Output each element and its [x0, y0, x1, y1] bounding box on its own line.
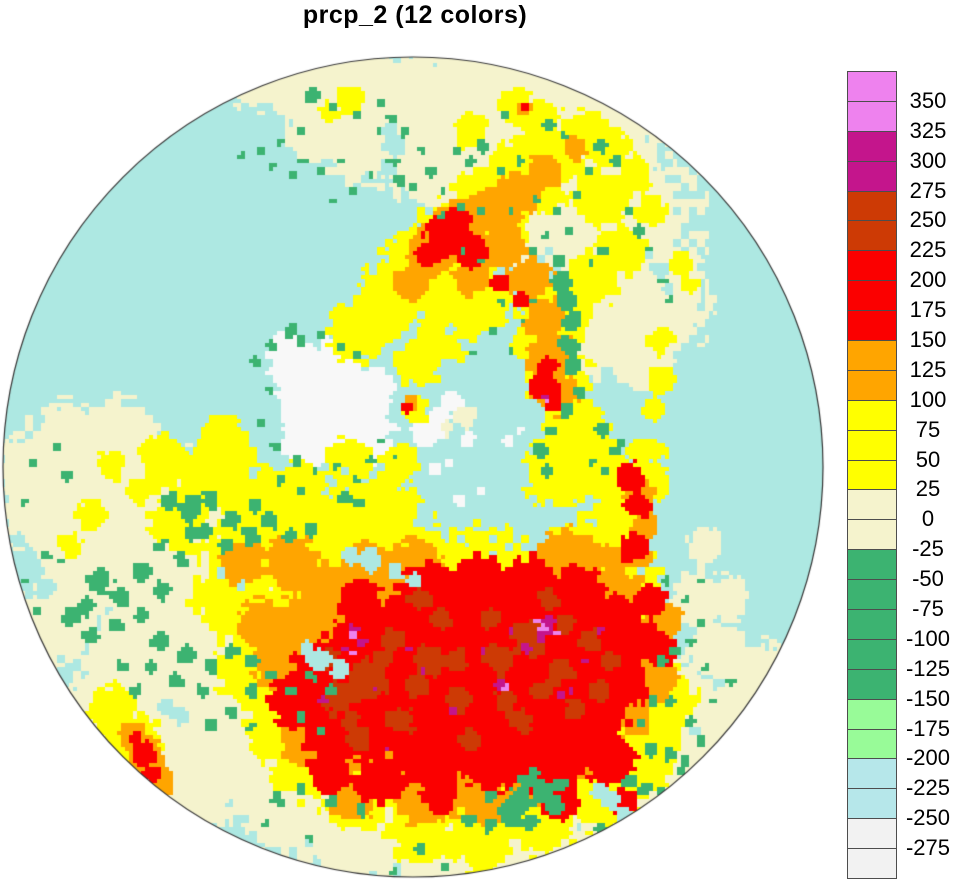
colorbar-tick-label: 200: [909, 267, 947, 293]
polar-map-canvas: [1, 55, 825, 879]
colorbar-tick-label: -125: [905, 655, 951, 681]
colorbar-tick-label: 225: [909, 237, 947, 263]
colorbar-tick-label: -100: [905, 625, 951, 651]
colorbar-tick-label: -50: [912, 566, 944, 592]
colorbar-tick-label: -25: [912, 536, 944, 562]
colorbar-tick-label: 325: [909, 117, 947, 143]
colorbar-box: [847, 579, 897, 610]
colorbar-box: [847, 220, 897, 252]
colorbar-box: [847, 190, 897, 222]
colorbar-tick-label: -250: [905, 805, 951, 831]
colorbar-box: [847, 429, 897, 461]
colorbar-tick-label: -150: [905, 685, 951, 711]
colorbar-box: [847, 340, 897, 371]
colorbar-tick-label: 350: [909, 87, 947, 113]
colorbar-tick-label: -75: [912, 596, 944, 621]
colorbar-tick-label: 125: [909, 356, 947, 382]
colorbar-box: [847, 280, 897, 312]
colorbar-tick-label: 175: [909, 297, 947, 323]
colorbar-tick-label: 150: [909, 327, 947, 352]
colorbar-box: [847, 848, 897, 879]
colorbar-tick-label: -225: [905, 775, 951, 801]
colorbar-box: [847, 638, 897, 670]
colorbar-box: [847, 519, 897, 551]
colorbar-box: [847, 369, 897, 401]
chart-title: prcp_2 (12 colors): [302, 1, 528, 29]
colorbar-box: [847, 788, 897, 820]
colorbar-tick-label: -275: [905, 835, 951, 861]
colorbar-box: [847, 728, 897, 760]
colorbar-tick-label: 25: [915, 476, 941, 502]
colorbar-tick-label: -175: [905, 715, 951, 741]
colorbar-box: [847, 310, 897, 341]
colorbar-box: [847, 399, 897, 431]
colorbar-box: [847, 160, 897, 192]
colorbar-box: [847, 459, 897, 491]
colorbar-box: [847, 489, 897, 521]
colorbar-box: [847, 609, 897, 640]
colorbar-box: [847, 758, 897, 790]
colorbar-box: [847, 668, 897, 700]
colorbar-tick-label: 0: [921, 506, 935, 532]
colorbar-box: [847, 100, 897, 132]
colorbar-box: [847, 130, 897, 162]
colorbar-tick-label: 75: [915, 416, 941, 442]
colorbar-box: [847, 250, 897, 282]
colorbar-tick-label: 250: [909, 207, 947, 233]
colorbar-tick-label: 50: [915, 446, 941, 472]
colorbar-box: [847, 698, 897, 730]
colorbar-tick-label: 300: [909, 147, 947, 173]
colorbar-tick-label: 275: [909, 177, 947, 203]
colorbar-box: [847, 71, 897, 102]
colorbar-box: [847, 549, 897, 581]
colorbar-tick-label: 100: [909, 386, 947, 412]
colorbar-tick-label: -200: [905, 745, 951, 771]
colorbar-box: [847, 818, 897, 850]
